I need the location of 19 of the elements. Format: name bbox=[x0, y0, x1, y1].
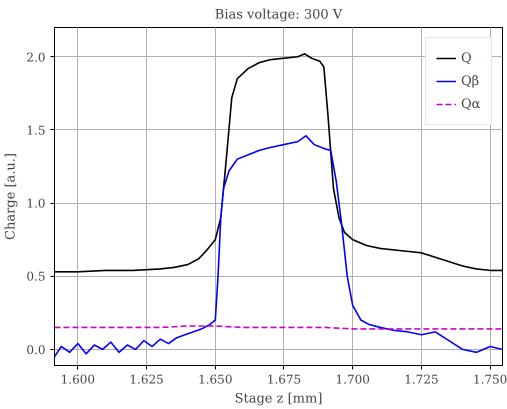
y-tick-label: 2.0 bbox=[26, 50, 46, 64]
x-axis-title: Stage z [mm] bbox=[234, 392, 322, 406]
legend-label: Qα bbox=[461, 96, 481, 112]
x-tick-label: 1.600 bbox=[60, 372, 96, 386]
legend-label: Q bbox=[461, 50, 473, 66]
y-axis-title: Charge [a.u.] bbox=[3, 153, 18, 240]
y-tick-label: 0.5 bbox=[26, 270, 46, 284]
x-tick-label: 1.700 bbox=[336, 372, 370, 386]
x-tick-label: 1.750 bbox=[472, 372, 507, 386]
x-tick-label: 1.675 bbox=[266, 372, 302, 386]
y-tick-label: 1.5 bbox=[26, 123, 46, 138]
x-tick-label: 1.625 bbox=[129, 372, 164, 386]
line-series bbox=[54, 134, 502, 358]
legend-label: Qβ bbox=[461, 74, 480, 88]
y-tick-label: 0.0 bbox=[26, 342, 46, 357]
chart-title: Bias voltage: 300 V bbox=[214, 8, 343, 22]
y-tick-label: 1.0 bbox=[26, 196, 46, 211]
x-tick-label: 1.725 bbox=[404, 372, 439, 386]
x-tick-label: 1.650 bbox=[198, 372, 232, 386]
